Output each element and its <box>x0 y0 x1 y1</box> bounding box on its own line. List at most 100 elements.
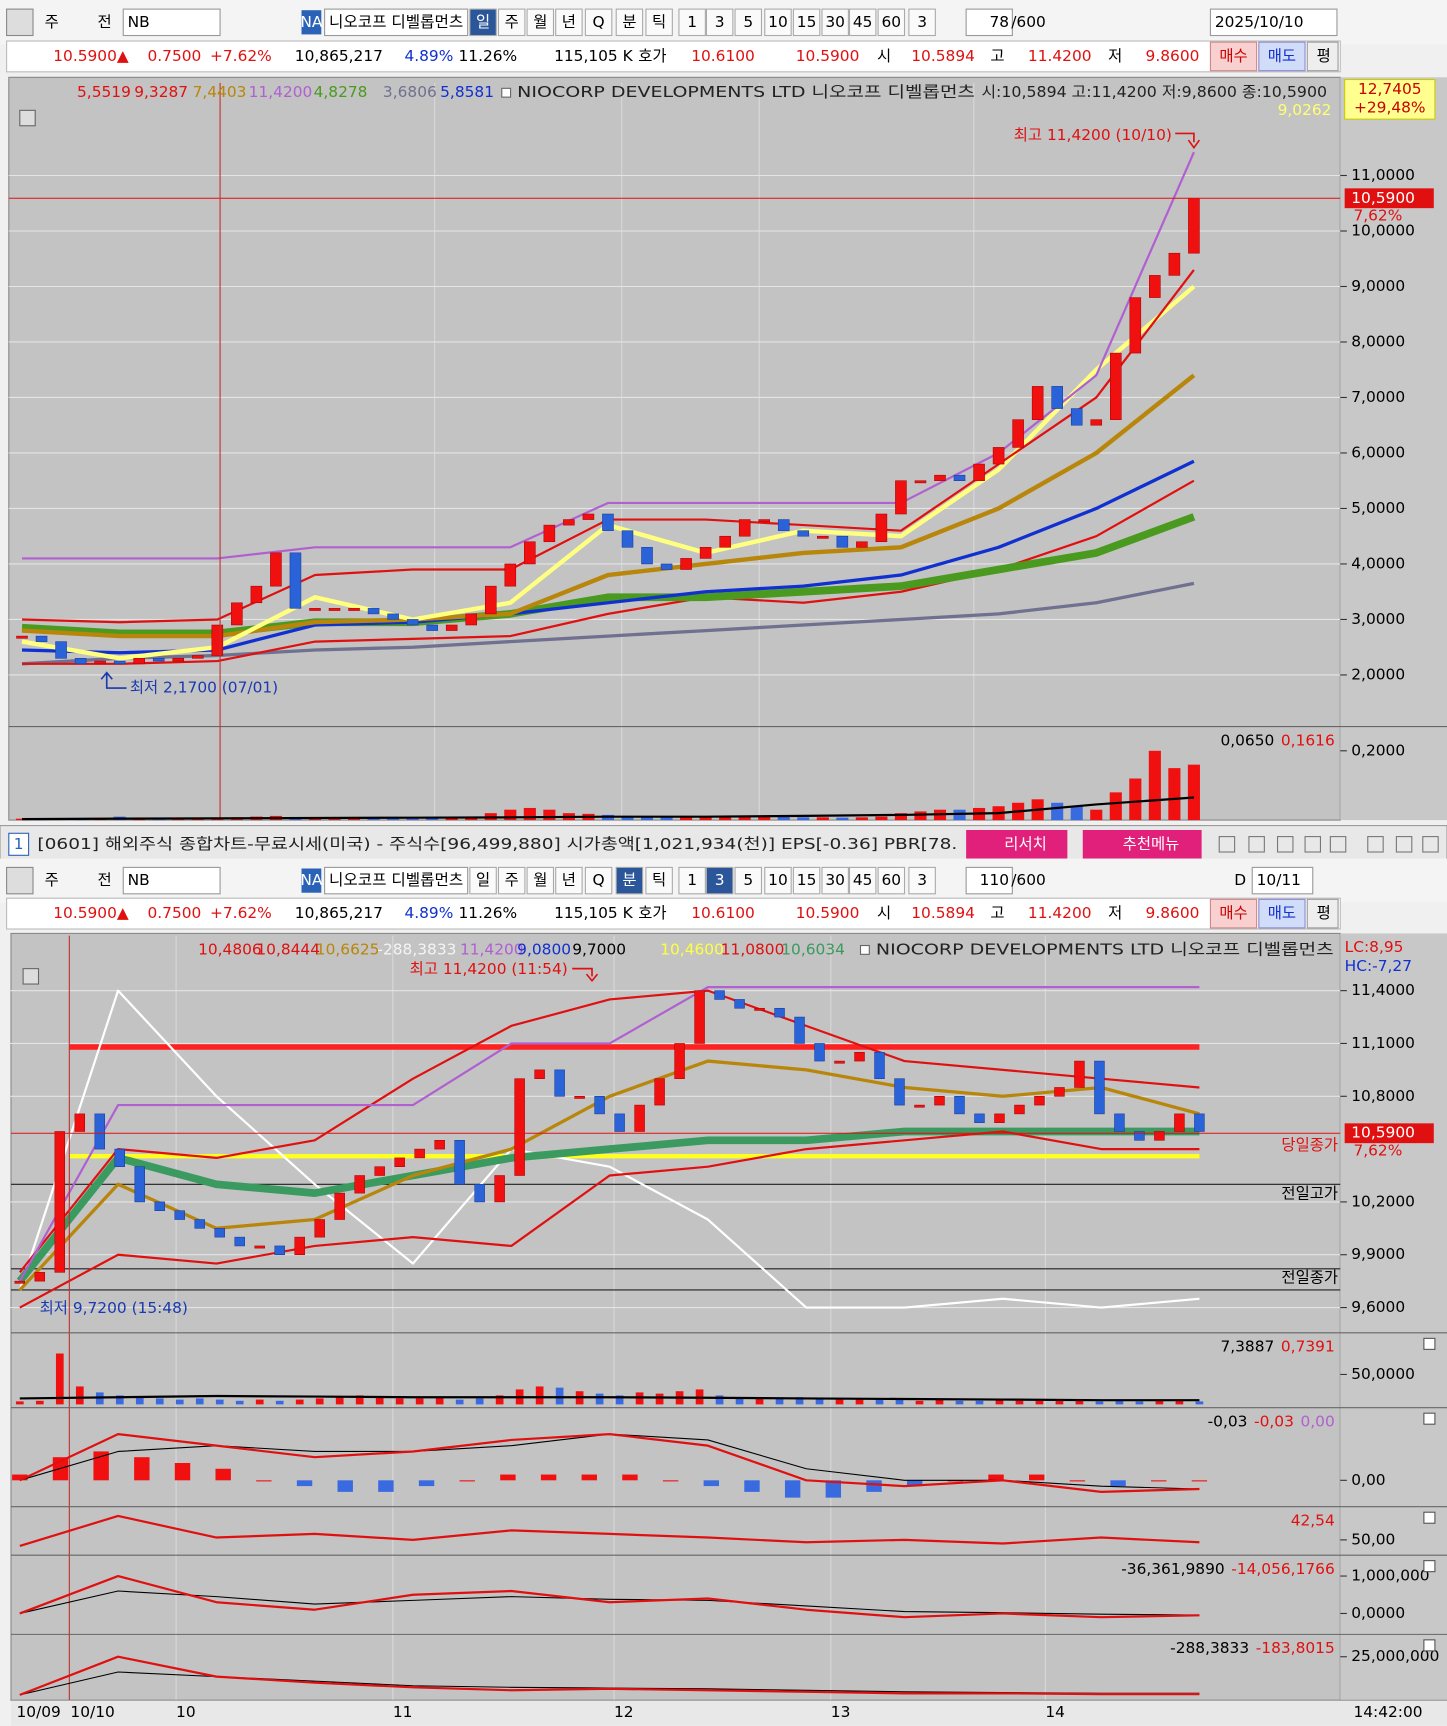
quote-item[interactable]: 매수 <box>1219 904 1247 922</box>
toolbar-item[interactable]: 3 <box>917 871 927 889</box>
button[interactable] <box>678 866 706 895</box>
button[interactable] <box>848 8 877 37</box>
button[interactable] <box>1306 898 1339 929</box>
toolbar-item[interactable]: 60 <box>882 13 902 31</box>
button[interactable] <box>734 866 763 895</box>
toolbar-item[interactable]: 15 <box>797 871 817 889</box>
button[interactable] <box>877 866 906 895</box>
button[interactable] <box>645 8 673 37</box>
toolbar-item[interactable]: 3 <box>917 13 927 31</box>
button[interactable] <box>526 8 555 37</box>
quote-item[interactable]: 매도 <box>1268 47 1296 65</box>
toolbar-item[interactable]: 45 <box>853 871 873 889</box>
button[interactable] <box>1209 898 1258 929</box>
button[interactable] <box>848 866 877 895</box>
toolbar-item[interactable]: 주 <box>505 13 519 31</box>
button[interactable] <box>821 8 849 37</box>
window-icon[interactable] <box>1304 836 1322 853</box>
button-label[interactable]: 추천메뉴 <box>1123 835 1180 853</box>
input[interactable] <box>122 866 221 895</box>
close-icon[interactable] <box>1423 1511 1436 1524</box>
toolbar-item[interactable]: 주 <box>505 871 519 889</box>
button[interactable] <box>615 8 644 37</box>
toolbar-item[interactable]: 월 <box>533 871 547 889</box>
button[interactable] <box>497 8 526 37</box>
quote-item[interactable]: 매수 <box>1219 47 1247 65</box>
button[interactable] <box>526 866 555 895</box>
window-icon[interactable] <box>1248 836 1265 853</box>
toolbar-item[interactable]: Q <box>593 13 605 31</box>
toolbar-item[interactable]: 30 <box>825 13 845 31</box>
input[interactable] <box>965 8 1013 37</box>
window-icon[interactable] <box>1395 836 1413 853</box>
button[interactable] <box>1082 829 1202 859</box>
toolbar-item[interactable]: 분 <box>622 871 636 889</box>
toolbar-item[interactable]: 10 <box>768 871 788 889</box>
toolbar-item[interactable]: 30 <box>825 871 845 889</box>
button-label[interactable]: 리서치 <box>1004 835 1046 853</box>
toolbar-item[interactable]: 5 <box>743 13 753 31</box>
toolbar-item[interactable]: 15 <box>797 13 817 31</box>
toolbar-item[interactable]: 분 <box>622 13 636 31</box>
toolbar-item[interactable]: 45 <box>853 13 873 31</box>
button[interactable] <box>792 866 821 895</box>
window-icon[interactable] <box>1422 836 1439 853</box>
toolbar-item[interactable]: 일 <box>476 13 490 31</box>
window-icon[interactable] <box>1218 836 1236 853</box>
toolbar-item[interactable]: 1 <box>687 871 697 889</box>
toolbar-item[interactable]: 5 <box>743 871 753 889</box>
toolbar-item[interactable]: 틱 <box>652 13 666 31</box>
input[interactable] <box>324 8 469 37</box>
window-icon[interactable] <box>1367 836 1384 853</box>
toolbar-item[interactable]: 년 <box>562 13 576 31</box>
toolbar-item[interactable]: 년 <box>562 871 576 889</box>
button[interactable] <box>645 866 673 895</box>
close-icon[interactable] <box>1423 1412 1436 1425</box>
button[interactable] <box>497 866 526 895</box>
button[interactable] <box>734 8 763 37</box>
input[interactable] <box>1209 8 1338 37</box>
toolbar-item[interactable]: 3 <box>715 13 725 31</box>
button[interactable] <box>469 866 497 895</box>
window-icon[interactable] <box>1276 836 1294 853</box>
close-icon[interactable] <box>1423 1639 1436 1652</box>
button[interactable] <box>908 8 936 37</box>
button[interactable] <box>1306 41 1339 72</box>
button[interactable] <box>555 8 583 37</box>
input[interactable] <box>324 866 469 895</box>
button[interactable] <box>705 866 734 895</box>
quote-item[interactable]: 평 <box>1317 904 1331 922</box>
button[interactable] <box>764 8 792 37</box>
button[interactable] <box>764 866 792 895</box>
toolbar-item[interactable]: 10 <box>768 13 788 31</box>
button[interactable] <box>584 8 613 37</box>
button[interactable] <box>584 866 613 895</box>
toolbar-item[interactable]: Q <box>593 871 605 889</box>
button[interactable] <box>469 8 497 37</box>
toolbar-item[interactable]: 60 <box>882 871 902 889</box>
button[interactable] <box>555 866 583 895</box>
window-icon[interactable] <box>1329 836 1347 853</box>
button[interactable] <box>678 8 706 37</box>
toolbar-item[interactable]: 1 <box>687 13 697 31</box>
quote-item[interactable]: 매도 <box>1268 904 1296 922</box>
button[interactable] <box>615 866 644 895</box>
button[interactable] <box>908 866 936 895</box>
toolbar-item[interactable]: 3 <box>715 871 725 889</box>
input[interactable] <box>965 866 1013 895</box>
button[interactable] <box>1258 898 1306 929</box>
input[interactable] <box>1251 866 1314 895</box>
button[interactable] <box>705 8 734 37</box>
toolbar-item[interactable]: 월 <box>533 13 547 31</box>
toolbar-item[interactable]: 틱 <box>652 871 666 889</box>
button[interactable] <box>966 829 1068 859</box>
button[interactable] <box>821 866 849 895</box>
close-icon[interactable] <box>1423 1560 1436 1573</box>
button[interactable] <box>877 8 906 37</box>
button[interactable] <box>1209 41 1258 72</box>
quote-item[interactable]: 평 <box>1317 47 1331 65</box>
close-icon[interactable] <box>1423 1337 1436 1350</box>
button[interactable] <box>792 8 821 37</box>
toolbar-item[interactable]: 일 <box>476 871 490 889</box>
input[interactable] <box>122 8 221 37</box>
